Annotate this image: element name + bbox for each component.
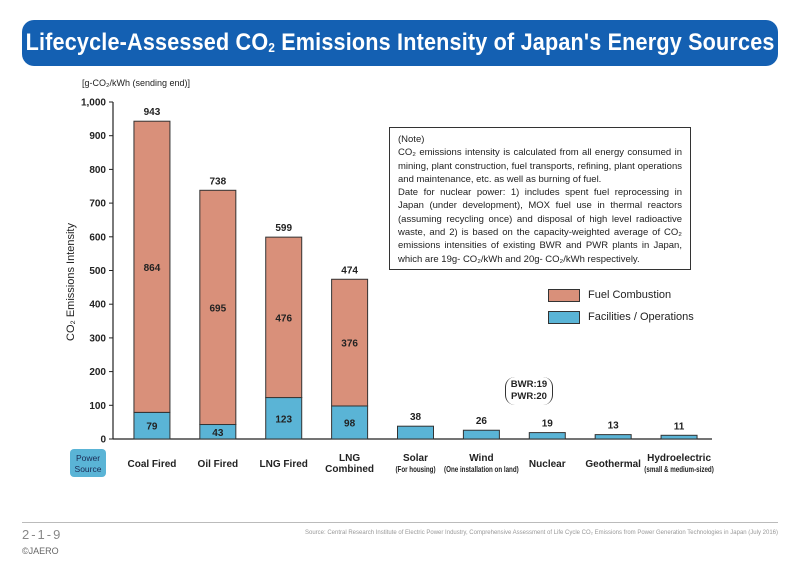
source-citation: Source: Central Research Institute of El…: [305, 530, 778, 536]
total-value-label: 599: [275, 223, 292, 234]
category-sublabel: Combined: [325, 464, 374, 475]
bar-fuel: [331, 278, 369, 407]
note-paragraph-1: CO₂ emissions intensity is calculated fr…: [398, 147, 682, 185]
bar-facilities: [397, 425, 434, 440]
fuel-value-label: 864: [144, 263, 161, 274]
y-tick-label: 700: [89, 199, 106, 210]
bar-fuel: [133, 120, 171, 413]
note-heading: (Note): [398, 134, 425, 145]
footer-divider: [22, 522, 778, 523]
emissions-bar-chart: [g-CO₂/kWh (sending end)] CO₂ Emissions …: [65, 78, 714, 477]
total-value-label: 13: [608, 421, 620, 432]
category-label: Oil Fired: [198, 459, 239, 470]
category-label: Solar: [403, 453, 428, 464]
unit-label: [g-CO₂/kWh (sending end)]: [82, 78, 190, 88]
bwr-pwr-annotation: BWR:19 PWR:20: [505, 377, 553, 405]
bars-group: 864 79 943 695 43 738 476 123 599 376 98 474 38 26 19 1…: [133, 107, 698, 440]
category-label: Wind: [469, 453, 493, 464]
title-banner: Lifecycle-Assessed CO2 Emissions Intensi…: [22, 20, 778, 66]
y-tick-label: 900: [89, 131, 106, 142]
facilities-value-label: 43: [212, 428, 224, 439]
page-number: 2-1-9: [22, 527, 63, 542]
y-tick-label: 500: [89, 266, 106, 277]
copyright: ©JAERO: [22, 546, 59, 556]
bar-fuel: [265, 236, 303, 399]
total-value-label: 19: [542, 419, 554, 430]
y-axis-label: CO₂ Emissions Intensity: [65, 223, 77, 341]
y-tick-label: 0: [100, 435, 106, 446]
note-paragraph-2: Date for nuclear power: 1) includes spen…: [398, 187, 682, 265]
power-source-label-1: Power: [76, 453, 100, 463]
total-value-label: 474: [341, 265, 358, 276]
pwr-value: PWR:20: [511, 391, 547, 402]
legend-item-facilities: Facilities / Operations: [548, 306, 694, 328]
y-tick-label: 200: [89, 367, 106, 378]
fuel-value-label: 376: [341, 339, 358, 350]
y-tick-label: 800: [89, 165, 106, 176]
category-label: Hydroelectric: [647, 453, 711, 464]
facilities-value-label: 79: [146, 422, 158, 433]
bwr-value: BWR:19: [510, 379, 548, 390]
bar-fuel: [199, 189, 237, 426]
category-label: LNG: [339, 453, 360, 464]
category-label: Geothermal: [585, 459, 641, 470]
bar-facilities: [331, 405, 369, 440]
chart-legend: Fuel Combustion Facilities / Operations: [548, 284, 694, 328]
legend-label-facilities: Facilities / Operations: [588, 311, 694, 323]
power-source-label-2: Source: [75, 464, 102, 474]
page-title: Lifecycle-Assessed CO2 Emissions Intensi…: [25, 29, 775, 56]
facilities-value-label: 123: [275, 414, 292, 425]
bar-facilities: [133, 411, 171, 440]
category-label: Coal Fired: [127, 459, 176, 470]
category-label: Nuclear: [529, 459, 566, 470]
power-source-box: [70, 449, 106, 477]
legend-swatch-facilities: [548, 310, 580, 324]
legend-swatch-fuel: [548, 288, 580, 302]
y-tick-label: 1,000: [81, 98, 106, 109]
legend-label-fuel: Fuel Combustion: [588, 289, 672, 301]
fuel-value-label: 476: [275, 313, 292, 324]
legend-item-fuel: Fuel Combustion: [548, 284, 694, 306]
total-value-label: 738: [209, 176, 226, 187]
total-value-label: 943: [144, 107, 161, 118]
y-tick-label: 600: [89, 232, 106, 243]
total-value-label: 38: [410, 412, 422, 423]
category-sublabel: (For housing): [395, 465, 436, 474]
y-tick-label: 100: [89, 401, 106, 412]
bar-facilities: [265, 397, 303, 440]
y-tick-label: 300: [89, 333, 106, 344]
bar-facilities: [594, 434, 632, 440]
fuel-value-label: 695: [209, 303, 226, 314]
bar-facilities: [660, 434, 698, 440]
total-value-label: 11: [674, 421, 685, 432]
bar-facilities: [528, 432, 566, 440]
note-box: (Note) CO₂ emissions intensity is calcul…: [389, 127, 691, 270]
category-sublabel: (small & medium-sized): [644, 465, 714, 474]
category-label: LNG Fired: [260, 459, 308, 470]
category-sublabel: (One installation on land): [444, 465, 519, 474]
bar-facilities: [462, 429, 500, 440]
facilities-value-label: 98: [344, 418, 356, 429]
y-tick-label: 400: [89, 300, 106, 311]
total-value-label: 26: [476, 416, 488, 427]
